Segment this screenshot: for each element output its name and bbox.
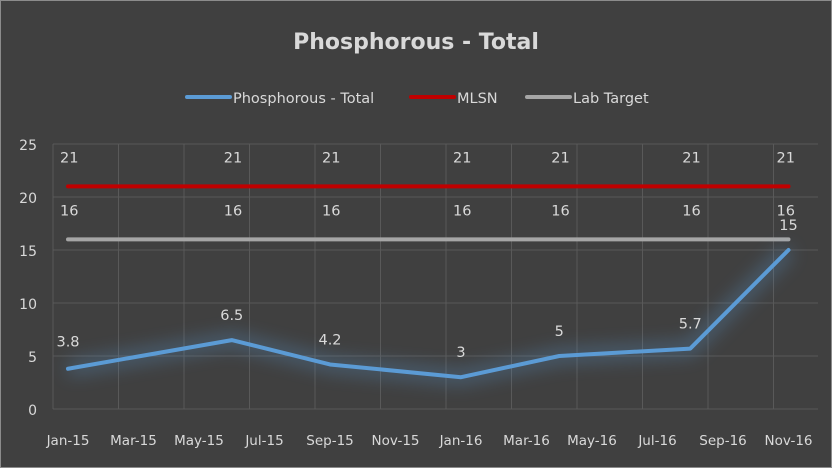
y-tick-label: 10: [19, 297, 37, 313]
x-tick-label: Mar-16: [503, 433, 550, 449]
x-tick-label: May-16: [567, 433, 617, 449]
x-tick-label: Nov-16: [764, 433, 812, 449]
data-label: 16: [322, 203, 340, 219]
axes: 0 5 10 15 20 25 Jan-15 Mar-15 May-15 Jul-15 Sep-15…: [19, 138, 812, 449]
data-label: 5.7: [679, 317, 702, 333]
x-tick-label: Nov-15: [371, 433, 419, 449]
series-line-phosphorous-total: [66, 248, 791, 380]
data-label: 15: [779, 218, 797, 234]
data-label: 16: [453, 203, 471, 219]
x-tick-label: Jan-16: [439, 433, 483, 449]
y-tick-label: 15: [19, 244, 37, 260]
x-tick-label: Sep-15: [306, 433, 354, 449]
data-label: 21: [224, 150, 242, 166]
legend-label: MLSN: [457, 91, 498, 107]
data-label: 16: [551, 203, 569, 219]
data-label: 3: [456, 345, 465, 361]
legend: Phosphorous - Total MLSN Lab Target: [185, 91, 649, 107]
y-tick-label: 5: [28, 350, 37, 366]
data-label: 16: [224, 203, 242, 219]
data-label: 21: [322, 150, 340, 166]
y-tick-label: 20: [19, 191, 37, 207]
x-tick-label: Mar-15: [110, 433, 157, 449]
x-tick-label: Jul-16: [637, 433, 676, 449]
series-glow: [66, 245, 794, 385]
x-tick-label: Jul-15: [244, 433, 283, 449]
data-label: 16: [777, 203, 795, 219]
series-group: 16 16 16 16 16 16 16 21 21 21 21 21 21 21 3.8 6.5 4.2 3 5 5…: [56, 150, 798, 385]
data-label: 4.2: [318, 332, 341, 348]
chart-title: Phosphorous - Total: [293, 30, 539, 55]
data-label: 21: [551, 150, 569, 166]
x-tick-label: Jan-15: [46, 433, 90, 449]
data-label: 3.8: [56, 335, 79, 351]
x-tick-label: May-15: [174, 433, 224, 449]
data-label: 5: [555, 324, 564, 340]
data-label: 6.5: [220, 308, 243, 324]
data-label: 16: [60, 203, 78, 219]
y-tick-label: 0: [28, 403, 37, 419]
y-tick-label: 25: [19, 138, 37, 154]
data-label: 21: [777, 150, 795, 166]
x-tick-label: Sep-16: [699, 433, 747, 449]
data-label: 21: [60, 150, 78, 166]
legend-label: Phosphorous - Total: [233, 91, 374, 107]
data-label: 16: [682, 203, 700, 219]
legend-label: Lab Target: [573, 91, 649, 107]
data-label: 21: [682, 150, 700, 166]
data-label: 21: [453, 150, 471, 166]
